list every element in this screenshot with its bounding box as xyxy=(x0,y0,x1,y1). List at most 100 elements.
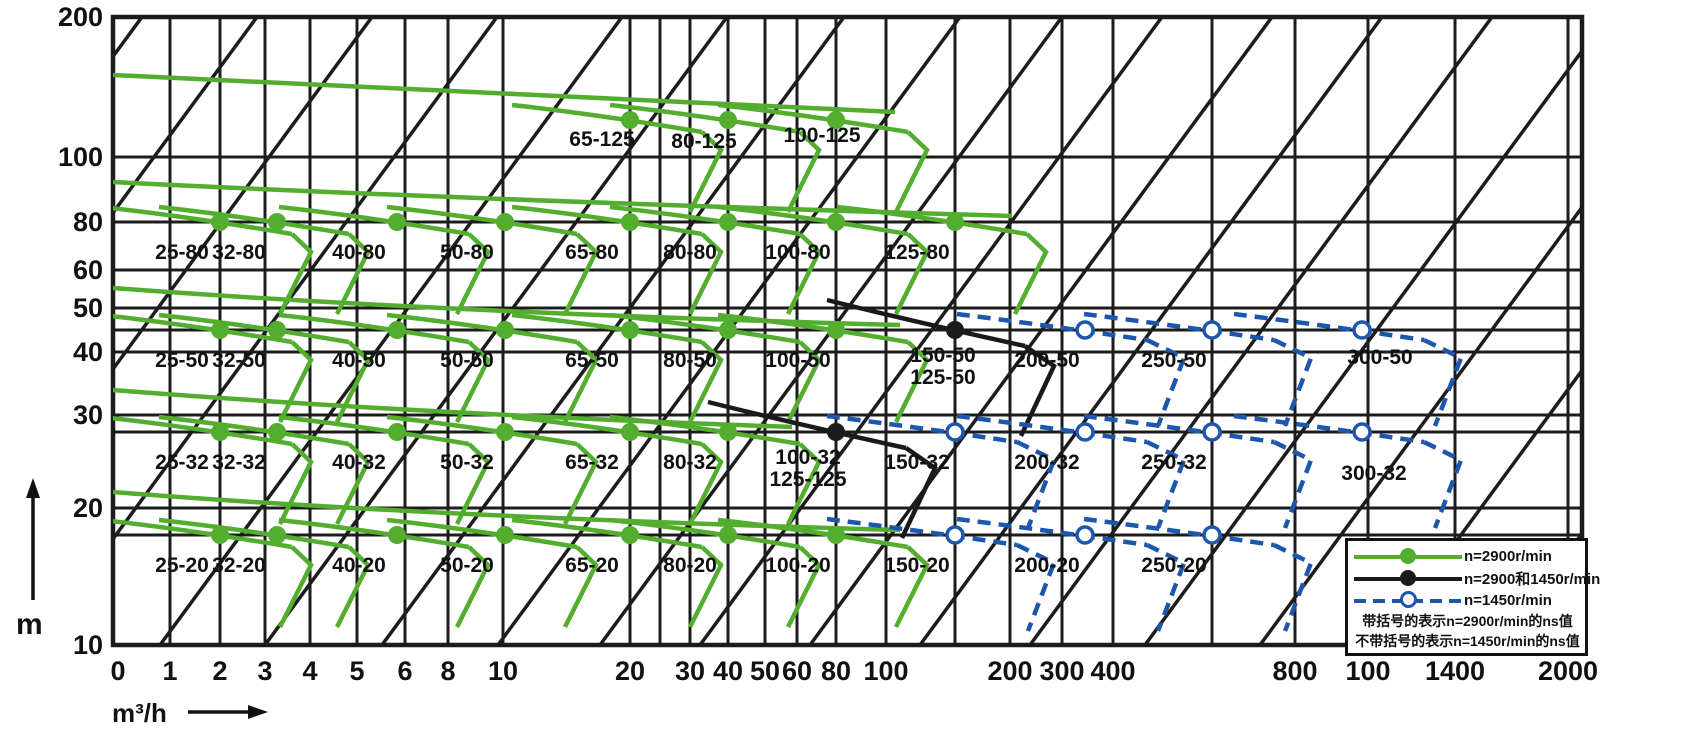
pump-flow-limit-hook xyxy=(454,340,491,424)
pump-curve xyxy=(707,399,907,451)
pump-curve xyxy=(158,204,350,237)
pump-flow-limit-hook xyxy=(277,545,314,629)
pump-label: 250-20 xyxy=(1141,554,1206,577)
pump-flow-limit-hook xyxy=(562,442,599,526)
legend-sample-2900 xyxy=(1352,547,1464,565)
pump-label: 80-50 xyxy=(663,349,717,372)
y-tick-label: 100 xyxy=(58,142,103,172)
pump-flow-limit-hook xyxy=(1012,232,1049,316)
pump-flow-limit-hook xyxy=(687,545,724,629)
pump-80-32 xyxy=(609,414,822,526)
pump-label: 25-80 xyxy=(155,241,209,264)
pump-flow-limit-hook xyxy=(687,340,724,424)
pump-label: 300-50 xyxy=(1347,346,1412,369)
pump-marker xyxy=(621,526,639,544)
legend-sample-2900-1450 xyxy=(1352,569,1464,587)
pump-32-80 xyxy=(158,204,371,316)
pump-flow-limit-hook xyxy=(277,442,314,526)
pump-label: 40-20 xyxy=(332,554,386,577)
pump-marker xyxy=(268,213,286,231)
pump-curve xyxy=(717,517,909,550)
pump-label: 80-32 xyxy=(663,451,717,474)
pump-label-2: 125-125 xyxy=(769,468,846,491)
pump-100-50 xyxy=(717,312,930,424)
pump-curve xyxy=(1083,516,1275,548)
pump-marker xyxy=(211,423,229,441)
pump-125-80 xyxy=(836,204,1049,316)
pump-label: 32-32 xyxy=(212,451,266,474)
pump-marker-open xyxy=(1352,422,1372,442)
pump-200-50 xyxy=(956,311,1187,427)
pump-65-20 xyxy=(511,517,724,629)
pump-marker xyxy=(268,321,286,339)
x-tick-label: 10 xyxy=(488,656,518,686)
pump-flow-limit-hook xyxy=(1423,439,1464,529)
pump-label: 40-32 xyxy=(332,451,386,474)
legend-label-2900-1450: n=2900和1450r/min xyxy=(1464,570,1601,588)
x-tick-label: 1400 xyxy=(1425,656,1485,686)
pump-label: 65-125 xyxy=(569,128,635,151)
pump-curve xyxy=(717,102,909,135)
pump-32-32 xyxy=(158,414,371,526)
y-axis-tick-labels: 200 100 80 60 50 40 30 20 10 xyxy=(58,2,103,660)
legend-label-2900: n=2900r/min xyxy=(1464,547,1552,565)
pump-40-50 xyxy=(278,312,491,424)
x-tick-label: 50 xyxy=(750,656,780,686)
y-axis-unit-label: m xyxy=(16,608,43,641)
upper-curve xyxy=(113,387,793,430)
pump-250-32 xyxy=(1083,413,1314,529)
pump-curve xyxy=(158,414,350,447)
pump-label: 100-32 xyxy=(775,446,840,469)
pump-65-125 xyxy=(511,102,724,214)
pump-25-50 xyxy=(113,313,314,424)
pump-marker xyxy=(268,526,286,544)
pump-label: 100-125 xyxy=(783,124,860,147)
pump-marker xyxy=(827,321,845,339)
pump-label: 65-20 xyxy=(565,554,619,577)
pump-100-32 xyxy=(707,399,938,539)
pump-flow-limit-hook xyxy=(893,232,930,316)
pump-flow-limit-hook xyxy=(454,545,491,629)
pump-250-50 xyxy=(1083,311,1314,427)
legend-marker-filled-black-icon xyxy=(1400,570,1416,586)
pump-curve xyxy=(609,517,801,550)
pump-flow-limit-hook xyxy=(893,545,930,629)
pump-flow-limit-hook xyxy=(1146,542,1187,632)
pump-label: 25-50 xyxy=(155,349,209,372)
pump-300-50 xyxy=(1233,311,1464,427)
pump-flow-limit-hook xyxy=(334,545,371,629)
pump-curve xyxy=(1083,413,1275,445)
pump-curve xyxy=(386,312,578,345)
legend-label-1450: n=1450r/min xyxy=(1464,591,1552,609)
pump-curve xyxy=(1233,413,1425,445)
pump-label: 300-32 xyxy=(1341,462,1406,485)
pump-curve xyxy=(826,297,1026,349)
pump-label: 100-20 xyxy=(765,554,830,577)
pump-100-125 xyxy=(717,102,930,214)
ns-line xyxy=(380,17,846,645)
pump-flow-limit-hook xyxy=(1018,344,1057,437)
pump-curve xyxy=(158,517,350,550)
pump-150-32 xyxy=(826,413,1057,529)
pump-300-32 xyxy=(1233,413,1464,529)
pump-150-50 xyxy=(826,297,1057,437)
pump-flow-limit-hook xyxy=(893,130,930,214)
pump-curve xyxy=(826,516,1018,548)
pump-curve xyxy=(278,517,470,550)
pump-marker-open xyxy=(1352,320,1372,340)
pump-100-20 xyxy=(717,517,930,629)
pump-50-50 xyxy=(386,312,599,424)
x-tick-label: 2 xyxy=(212,656,227,686)
pump-curve xyxy=(511,517,703,550)
x-tick-label: 200 xyxy=(987,656,1032,686)
x-axis-tick-labels: 0 1 2 3 4 5 6 8 10 20 30 40 50 60 80 100 200 300 400 800 100… xyxy=(110,656,1598,686)
ns-line xyxy=(113,17,259,216)
pump-curve xyxy=(609,312,801,345)
plot-border xyxy=(110,14,1585,648)
x-axis-arrow-icon xyxy=(188,705,268,719)
pump-label: 50-20 xyxy=(440,554,494,577)
pump-40-20 xyxy=(278,517,491,629)
pump-marker xyxy=(621,321,639,339)
pump-flow-limit-hook xyxy=(454,232,491,316)
